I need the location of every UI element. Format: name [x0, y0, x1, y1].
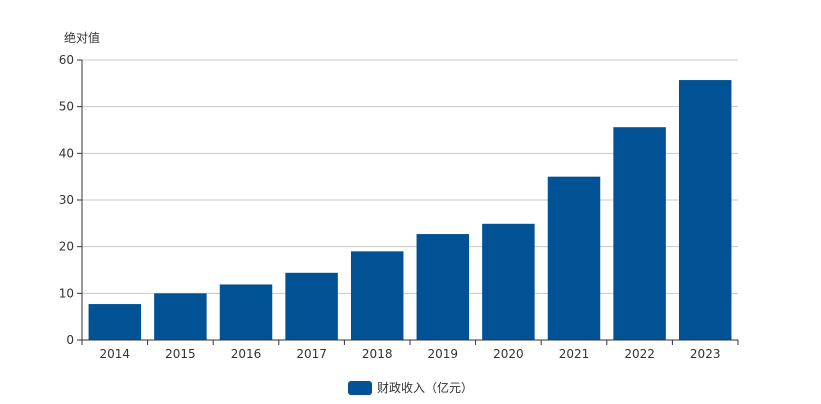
y-axis-title: 绝对值 [64, 30, 100, 45]
y-axis-ticks: 0 10 20 30 40 50 60 [59, 53, 82, 347]
bar-2019 [416, 234, 470, 340]
x-tick-label: 2015 [165, 347, 196, 361]
x-tick-label: 2020 [493, 347, 524, 361]
bar-2015 [154, 293, 207, 340]
x-tick-label: 2014 [100, 347, 131, 361]
x-tick-label: 2016 [231, 347, 262, 361]
bar-2022 [613, 127, 666, 340]
y-tick-label: 40 [59, 146, 74, 160]
bar-2020 [482, 223, 535, 340]
bar-2014 [88, 304, 142, 340]
x-tick-label: 2022 [624, 347, 655, 361]
y-tick-label: 20 [59, 240, 74, 254]
legend[interactable]: 财政收入（亿元） [348, 380, 473, 395]
x-tick-label: 2023 [690, 347, 721, 361]
bar-2023 [678, 80, 732, 341]
x-tick-label: 2018 [362, 347, 393, 361]
x-axis-ticks: 2014 2015 2016 2017 2018 2019 2020 2021 2022 2023 [81, 340, 739, 361]
x-tick-label: 2021 [559, 347, 590, 361]
bar-2016 [219, 284, 273, 340]
x-tick-label: 2017 [296, 347, 327, 361]
x-tick-label: 2019 [428, 347, 459, 361]
y-tick-label: 30 [59, 193, 74, 207]
bar-2021 [547, 176, 601, 340]
legend-label[interactable]: 财政收入（亿元） [377, 380, 473, 395]
bar-2017 [285, 272, 338, 340]
bars [88, 80, 732, 341]
y-tick-label: 0 [66, 333, 74, 347]
y-tick-label: 60 [59, 53, 74, 67]
y-tick-label: 50 [59, 100, 74, 114]
y-tick-label: 10 [59, 286, 74, 300]
bar-2018 [350, 251, 404, 340]
legend-swatch[interactable] [348, 381, 372, 395]
